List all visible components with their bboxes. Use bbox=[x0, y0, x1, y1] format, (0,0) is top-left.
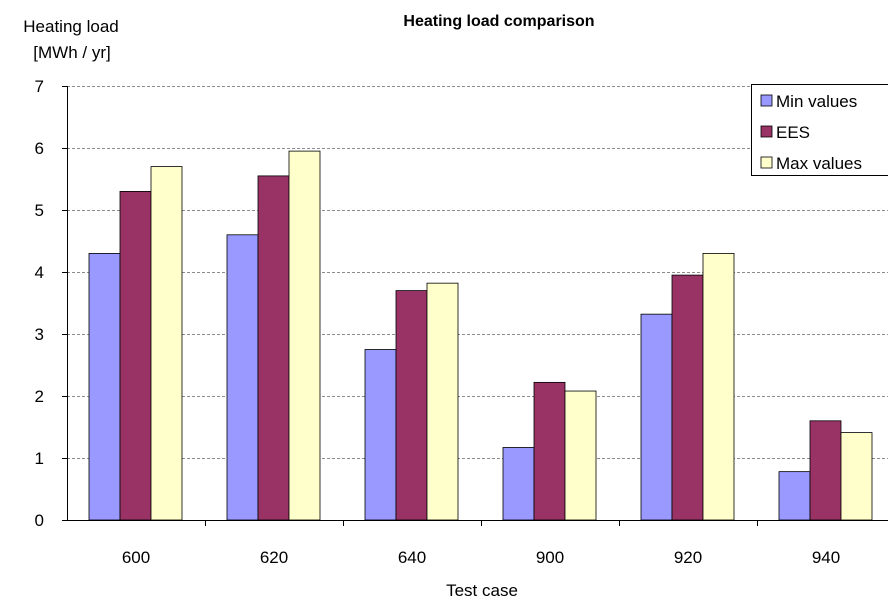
legend-label: Max values bbox=[776, 154, 862, 173]
bar bbox=[396, 291, 427, 520]
y-axis-label-line-2: [MWh / yr] bbox=[33, 43, 110, 62]
legend-swatch bbox=[761, 126, 772, 137]
bar bbox=[779, 472, 810, 520]
legend-swatch bbox=[761, 95, 772, 106]
bar bbox=[503, 447, 534, 520]
bar bbox=[565, 391, 596, 520]
x-axis-label: Test case bbox=[446, 581, 518, 599]
bar bbox=[365, 350, 396, 521]
y-tick-label: 6 bbox=[35, 139, 44, 158]
x-tick-label: 920 bbox=[674, 548, 702, 567]
bar bbox=[120, 191, 151, 520]
bars bbox=[89, 151, 872, 520]
bar bbox=[672, 275, 703, 520]
y-tick-label: 7 bbox=[35, 77, 44, 96]
bar bbox=[289, 151, 320, 520]
x-tick-label: 620 bbox=[260, 548, 288, 567]
bar bbox=[841, 433, 872, 520]
x-tick-label: 900 bbox=[536, 548, 564, 567]
bar bbox=[641, 314, 672, 520]
y-axis-label-line-1: Heating load bbox=[23, 17, 118, 36]
y-tick-label: 1 bbox=[35, 449, 44, 468]
legend: Min values EES Max values bbox=[752, 85, 888, 176]
bar bbox=[427, 283, 458, 520]
bar bbox=[258, 176, 289, 520]
bar bbox=[89, 253, 120, 520]
y-tick-label: 3 bbox=[35, 325, 44, 344]
legend-swatch bbox=[761, 157, 772, 168]
x-tick-label: 600 bbox=[122, 548, 150, 567]
y-tick-label: 5 bbox=[35, 201, 44, 220]
legend-label: EES bbox=[776, 123, 810, 142]
bar bbox=[227, 235, 258, 520]
y-tick-label: 2 bbox=[35, 387, 44, 406]
y-tick-label: 0 bbox=[35, 511, 44, 530]
bar bbox=[703, 253, 734, 520]
legend-label: Min values bbox=[776, 92, 857, 111]
x-tick-label: 640 bbox=[398, 548, 426, 567]
y-tick-label: 4 bbox=[35, 263, 44, 282]
chart-title: Heating load comparison bbox=[403, 13, 594, 30]
x-tick-label: 940 bbox=[812, 548, 840, 567]
bar bbox=[810, 421, 841, 520]
bar bbox=[534, 382, 565, 520]
bar bbox=[151, 167, 182, 520]
